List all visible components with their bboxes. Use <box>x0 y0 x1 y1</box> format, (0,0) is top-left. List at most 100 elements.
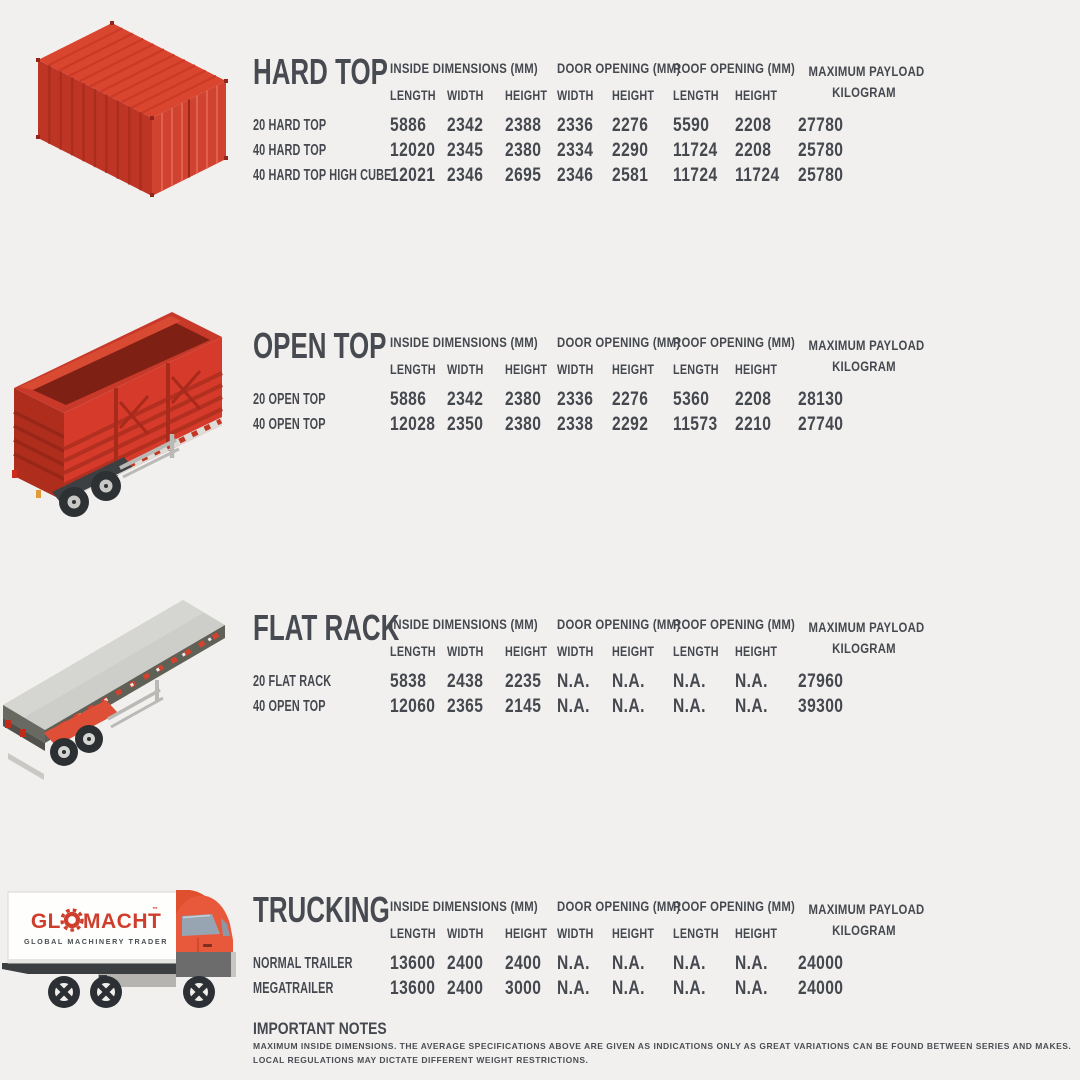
section-open-top: OPEN TOP INSIDE DIMENSIONS (MM) DOOR OPE… <box>253 325 943 437</box>
max-payload-line1: MAXIMUM PAYLOAD <box>808 902 925 917</box>
container-side-face <box>38 60 152 196</box>
value-cell: N.A. <box>612 977 645 999</box>
truck-cab <box>176 890 236 977</box>
column-group-roof-opening: ROOF OPENING (MM) <box>673 61 796 76</box>
value-cell: N.A. <box>673 952 706 974</box>
value-cell: 24000 <box>798 977 844 999</box>
value-cell: 2345 <box>447 139 484 161</box>
value-cell: N.A. <box>557 952 590 974</box>
value-cell: N.A. <box>557 977 590 999</box>
value-cell: 2380 <box>505 388 542 410</box>
column-group-roof-opening: ROOF OPENING (MM) <box>673 899 796 914</box>
subcol-inside-width: WIDTH <box>447 644 484 659</box>
max-payload-line2: KILOGRAM <box>832 359 896 374</box>
section-title: HARD TOP <box>253 51 388 92</box>
value-cell: 39300 <box>798 695 844 717</box>
notes-title: IMPORTANT NOTES <box>253 1019 387 1038</box>
max-payload-line2: KILOGRAM <box>832 641 896 656</box>
row-label: 20 OPEN TOP <box>253 390 326 408</box>
table-row: 20 FLAT RACK 5838 2438 2235 N.A. N.A. N.A. N.A.… <box>253 669 943 694</box>
subcol-inside-height: HEIGHT <box>505 362 548 377</box>
subcol-inside-height: HEIGHT <box>505 926 548 941</box>
section-title: OPEN TOP <box>253 325 387 366</box>
value-cell: 2365 <box>447 695 484 717</box>
value-cell: 25780 <box>798 139 844 161</box>
glomacht-logo: GL MACHT ™ GLOBAL MACHINERY TRADER <box>24 906 168 946</box>
logo-tagline: GLOBAL MACHINERY TRADER <box>24 937 168 946</box>
table-row: 40 HARD TOP HIGH CUBE 12021 2346 2695 2346 25… <box>253 163 943 188</box>
subcol-roof-length: LENGTH <box>673 926 719 941</box>
value-cell: N.A. <box>557 670 590 692</box>
row-label: 20 FLAT RACK <box>253 672 332 690</box>
container-top-face <box>38 23 226 118</box>
flat-rack-deck <box>3 600 226 743</box>
column-group-max-payload: MAXIMUM PAYLOAD KILOGRAM <box>809 614 925 662</box>
value-cell: 12020 <box>390 139 436 161</box>
gear-icon <box>60 908 84 932</box>
value-cell: 2342 <box>447 114 484 136</box>
max-payload-line2: KILOGRAM <box>832 923 896 938</box>
value-cell: 13600 <box>390 952 436 974</box>
value-cell: 5838 <box>390 670 427 692</box>
value-cell: N.A. <box>735 670 768 692</box>
max-payload-line2: KILOGRAM <box>832 85 896 100</box>
value-cell: 2438 <box>447 670 484 692</box>
max-payload-line1: MAXIMUM PAYLOAD <box>808 64 925 79</box>
subcol-door-width: WIDTH <box>557 88 594 103</box>
wheel <box>183 976 215 1008</box>
subcol-door-height: HEIGHT <box>612 362 655 377</box>
value-cell: 2336 <box>557 388 594 410</box>
value-cell: 27960 <box>798 670 844 692</box>
hard-top-container-illustration <box>30 14 230 204</box>
value-cell: 12028 <box>390 413 436 435</box>
value-cell: 2380 <box>505 413 542 435</box>
table-rows: NORMAL TRAILER 13600 2400 2400 N.A. N.A. N.A. N… <box>253 951 943 1001</box>
section-hard-top: HARD TOP INSIDE DIMENSIONS (MM) DOOR OPE… <box>253 51 943 188</box>
subcol-inside-height: HEIGHT <box>505 88 548 103</box>
subcol-inside-length: LENGTH <box>390 88 436 103</box>
value-cell: 12060 <box>390 695 436 717</box>
table-header: TRUCKING INSIDE DIMENSIONS (MM) DOOR OPE… <box>253 892 943 944</box>
table-row: 20 OPEN TOP 5886 2342 2380 2336 2276 5360 2208 2… <box>253 387 943 412</box>
value-cell: 5360 <box>673 388 710 410</box>
value-cell: 2292 <box>612 413 649 435</box>
value-cell: 2342 <box>447 388 484 410</box>
subcol-door-height: HEIGHT <box>612 926 655 941</box>
value-cell: 2145 <box>505 695 542 717</box>
flat-rack-underbody <box>3 718 45 780</box>
value-cell: 5590 <box>673 114 710 136</box>
value-cell: 2380 <box>505 139 542 161</box>
value-cell: N.A. <box>557 695 590 717</box>
value-cell: 2208 <box>735 388 772 410</box>
table-row: MEGATRAILER 13600 2400 3000 N.A. N.A. N.A. N.A.… <box>253 976 943 1001</box>
flat-rack-wheels <box>50 725 103 766</box>
subcol-roof-length: LENGTH <box>673 362 719 377</box>
subcol-inside-width: WIDTH <box>447 926 484 941</box>
open-top-rim-and-interior <box>14 312 222 413</box>
row-label: 40 HARD TOP HIGH CUBE <box>253 166 392 184</box>
value-cell: 2581 <box>612 164 649 186</box>
note-line-1: MAXIMUM INSIDE DIMENSIONS. THE AVERAGE S… <box>253 1041 1072 1051</box>
subcol-door-width: WIDTH <box>557 644 594 659</box>
truck-box <box>7 891 179 964</box>
open-top-wheels <box>59 471 121 517</box>
value-cell: N.A. <box>673 695 706 717</box>
table-row: 40 HARD TOP 12020 2345 2380 2334 2290 11724 220… <box>253 138 943 163</box>
subcol-roof-height: HEIGHT <box>735 926 778 941</box>
table-rows: 20 FLAT RACK 5838 2438 2235 N.A. N.A. N.A. N.A.… <box>253 669 943 719</box>
subcol-roof-length: LENGTH <box>673 644 719 659</box>
section-flat-rack: FLAT RACK INSIDE DIMENSIONS (MM) DOOR OP… <box>253 607 943 719</box>
value-cell: N.A. <box>673 670 706 692</box>
section-title: FLAT RACK <box>253 607 400 648</box>
wheel <box>90 976 122 1008</box>
value-cell: 28130 <box>798 388 844 410</box>
column-group-inside-dimensions: INSIDE DIMENSIONS (MM) <box>390 61 538 76</box>
value-cell: 2400 <box>447 977 484 999</box>
row-label: 40 OPEN TOP <box>253 415 326 433</box>
column-group-door-opening: DOOR OPENING (MM) <box>557 617 681 632</box>
value-cell: 2400 <box>505 952 542 974</box>
column-group-max-payload: MAXIMUM PAYLOAD KILOGRAM <box>808 58 925 106</box>
value-cell: 2400 <box>447 952 484 974</box>
row-label: 20 HARD TOP <box>253 116 327 134</box>
